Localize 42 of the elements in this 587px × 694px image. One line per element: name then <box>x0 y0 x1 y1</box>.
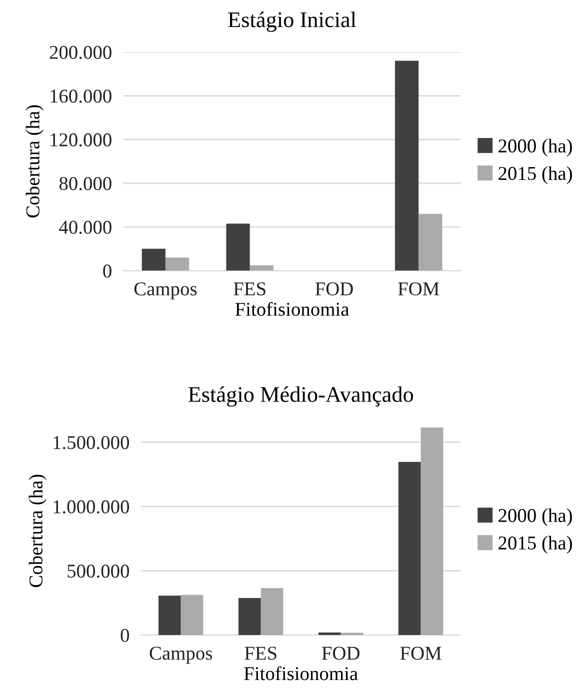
x-tick-label: Campos <box>134 282 197 300</box>
bar <box>420 427 444 636</box>
y-tick-label: 500.000 <box>68 564 130 578</box>
bar <box>318 632 341 636</box>
legend-label: 2000 (ha) <box>498 508 572 526</box>
bar <box>165 258 190 271</box>
y-tick-label: 40.000 <box>59 220 112 234</box>
bar <box>260 588 284 636</box>
legend-label: 2015 (ha) <box>498 166 572 184</box>
bar <box>226 224 250 271</box>
y-tick-label: 160.000 <box>50 90 112 103</box>
x-axis-title: Fitofisionomia <box>235 302 350 316</box>
legend-label: 2000 (ha) <box>498 138 572 156</box>
y-tick-label: 80.000 <box>59 177 112 190</box>
x-tick-label: FOD <box>322 646 360 660</box>
x-tick-label: FOM <box>398 282 440 296</box>
y-tick-label: 200.000 <box>50 46 112 60</box>
y-tick-label: 120.000 <box>50 133 112 147</box>
y-tick-label: 0 <box>103 264 112 278</box>
bar <box>180 594 204 636</box>
y-tick-label: 1.000.000 <box>54 500 130 514</box>
x-tick-label: FOD <box>315 282 353 296</box>
bar <box>394 60 419 271</box>
chart-title: Estágio Médio-Avançado <box>188 386 414 407</box>
y-axis-title: Cobertura (ha) <box>28 474 46 588</box>
bar <box>340 632 364 636</box>
x-axis-title: Fitofisionomia <box>244 666 358 680</box>
x-tick-label: FES <box>234 282 266 296</box>
legend-label: 2015 (ha) <box>498 536 572 554</box>
chart-title: Estágio Inicial <box>228 12 356 32</box>
x-tick-label: Campos <box>150 646 212 664</box>
x-tick-label: FES <box>244 646 276 660</box>
y-axis-title: Cobertura (ha) <box>26 105 44 218</box>
bar <box>398 462 421 636</box>
y-tick-label: 0 <box>120 628 130 642</box>
bar <box>250 265 274 271</box>
bar <box>142 248 166 271</box>
bar <box>418 214 442 271</box>
y-tick-label: 1.500.000 <box>54 436 130 450</box>
x-tick-label: FOM <box>400 646 442 660</box>
bar <box>158 596 181 636</box>
bar <box>238 598 261 636</box>
